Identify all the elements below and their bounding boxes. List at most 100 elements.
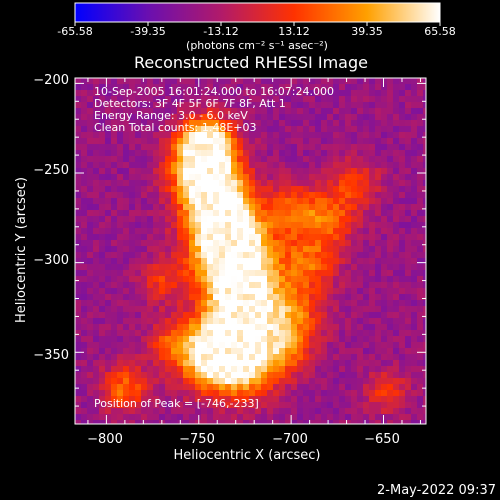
heatmap-cell [387,252,394,259]
heatmap-cell [369,384,376,391]
heatmap-cell [351,90,358,97]
heatmap-cell [321,96,328,103]
heatmap-cell [387,216,394,223]
heatmap-cell [141,150,148,157]
y-tick-label--200: −200 [33,73,69,88]
heatmap-cell [267,330,274,337]
heatmap-cell [183,210,190,217]
heatmap-cell [393,216,400,223]
heatmap-cell [333,330,340,337]
heatmap-cell [165,408,172,415]
heatmap-cell [273,138,280,145]
heatmap-cell [147,162,154,169]
heatmap-cell [255,414,262,421]
heatmap-cell [225,264,232,271]
heatmap-cell [369,126,376,133]
heatmap-cell [405,324,412,331]
heatmap-cell [261,324,268,331]
heatmap-cell [387,366,394,373]
heatmap-cell [309,378,316,385]
heatmap-cell [177,222,184,229]
heatmap-cell [285,366,292,373]
heatmap-cell [93,312,100,319]
heatmap-cell [357,246,364,253]
heatmap-cell [369,324,376,331]
heatmap-cell [141,246,148,253]
heatmap-cell [177,312,184,319]
heatmap-cell [153,252,160,259]
heatmap-cell [393,306,400,313]
heatmap-cell [201,162,208,169]
heatmap-cell [183,216,190,223]
heatmap-cell [231,210,238,217]
heatmap-cell [405,138,412,145]
heatmap-cell [105,144,112,151]
heatmap-cell [285,78,292,85]
heatmap-cell [177,330,184,337]
heatmap-cell [213,168,220,175]
heatmap-cell [375,156,382,163]
heatmap-cell [261,138,268,145]
heatmap-cell [369,204,376,211]
heatmap-cell [135,102,142,109]
heatmap-cell [189,138,196,145]
heatmap-cell [117,324,124,331]
heatmap-cell [153,102,160,109]
heatmap-cell [213,390,220,397]
heatmap-cell [93,120,100,127]
heatmap-cell [207,372,214,379]
heatmap-cell [243,294,250,301]
heatmap-cell [339,270,346,277]
heatmap-cell [81,354,88,361]
heatmap-cell [357,372,364,379]
heatmap-cell [129,360,136,367]
heatmap-cell [255,384,262,391]
heatmap-cell [387,258,394,265]
heatmap-cell [75,258,82,265]
heatmap-cell [81,336,88,343]
heatmap-cell [159,288,166,295]
heatmap-cell [87,378,94,385]
heatmap-cell [243,204,250,211]
heatmap-cell [417,162,424,169]
heatmap-cell [399,120,406,127]
heatmap-cell [255,324,262,331]
heatmap-cell [321,144,328,151]
heatmap-cell [207,222,214,229]
heatmap-cell [105,192,112,199]
heatmap-cell [339,378,346,385]
heatmap-cell [99,354,106,361]
heatmap-cell [135,216,142,223]
heatmap-cell [213,78,220,85]
heatmap-cell [75,198,82,205]
heatmap-cell [345,240,352,247]
heatmap-cell [417,222,424,229]
heatmap-cell [165,126,172,133]
heatmap-cell [165,216,172,223]
heatmap-cell [207,252,214,259]
heatmap-cell [327,330,334,337]
heatmap-cell [393,240,400,247]
heatmap-cell [123,192,130,199]
heatmap-cell [423,366,426,373]
heatmap-cell [183,366,190,373]
heatmap-cell [279,354,286,361]
heatmap-cell [105,252,112,259]
heatmap-cell [411,228,418,235]
heatmap-cell [195,216,202,223]
heatmap-cell [249,198,256,205]
heatmap-cell [165,114,172,121]
heatmap-cell [147,402,154,409]
heatmap-cell [141,204,148,211]
heatmap-cell [255,120,262,127]
heatmap-cell [135,378,142,385]
heatmap-cell [105,390,112,397]
heatmap-cell [207,228,214,235]
heatmap-cell [399,384,406,391]
heatmap-cell [273,180,280,187]
heatmap-cell [207,78,214,85]
heatmap-cell [171,90,178,97]
heatmap-cell [411,396,418,403]
heatmap-cell [105,162,112,169]
heatmap-cell [105,132,112,139]
